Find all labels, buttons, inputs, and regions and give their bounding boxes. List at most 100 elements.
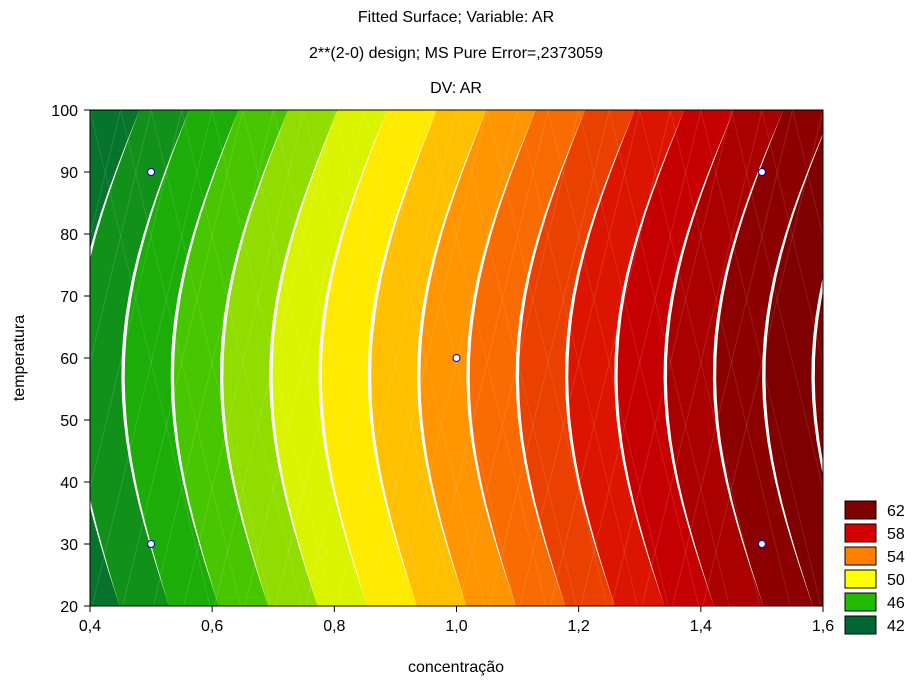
mesh-line bbox=[244, 110, 366, 606]
mesh-line bbox=[90, 110, 122, 239]
mesh-line bbox=[90, 110, 152, 365]
chart-title: Fitted Surface; Variable: AR bbox=[358, 9, 554, 26]
y-tick-label: 60 bbox=[60, 351, 78, 368]
mesh-line bbox=[213, 110, 335, 606]
mesh-line bbox=[669, 110, 791, 606]
x-tick-label: 1,2 bbox=[568, 618, 590, 635]
contour-band bbox=[174, 110, 289, 606]
mesh-line bbox=[181, 110, 303, 606]
legend: 62 58 54 50 46 42 bbox=[844, 500, 905, 635]
y-tick-label: 70 bbox=[60, 289, 78, 306]
mesh-line bbox=[427, 110, 549, 606]
mesh-line bbox=[211, 110, 333, 606]
x-tick-label: 1,4 bbox=[690, 618, 712, 635]
mesh-line bbox=[458, 110, 580, 606]
y-tick-label: 20 bbox=[60, 599, 78, 616]
mesh-line bbox=[364, 110, 486, 606]
mesh-line bbox=[608, 110, 730, 606]
legend-label: 46 bbox=[887, 595, 905, 612]
y-axis-label: temperatura bbox=[11, 315, 28, 401]
design-point bbox=[452, 354, 461, 362]
mesh-line bbox=[730, 110, 823, 491]
x-tick-label: 1,0 bbox=[445, 618, 467, 635]
chart-subtitle-dv: DV: AR bbox=[430, 80, 482, 97]
y-tick-label: 100 bbox=[51, 103, 78, 120]
mesh-line bbox=[519, 110, 641, 606]
design-point bbox=[147, 540, 156, 548]
mesh-line bbox=[610, 110, 732, 606]
contour-band bbox=[469, 110, 586, 606]
x-axis: 0,4 0,6 0,8 1,0 1,2 1,4 1,6 bbox=[79, 606, 834, 635]
contour-band bbox=[765, 134, 823, 606]
legend-swatch bbox=[844, 500, 877, 520]
chart-subtitle: 2**(2-0) design; MS Pure Error=,2373059 bbox=[309, 45, 603, 62]
legend-label: 54 bbox=[887, 549, 905, 566]
y-tick-label: 30 bbox=[60, 537, 78, 554]
contour-band bbox=[716, 110, 823, 606]
mesh-line bbox=[150, 110, 272, 606]
contour-band bbox=[814, 290, 823, 463]
mesh-line bbox=[90, 110, 183, 491]
mesh-line bbox=[90, 110, 211, 606]
mesh-line bbox=[333, 110, 455, 606]
y-axis: 20 30 40 50 60 70 80 90 100 bbox=[51, 103, 90, 616]
mesh-line bbox=[456, 110, 577, 606]
mesh-line bbox=[183, 110, 305, 606]
contour-band bbox=[90, 110, 140, 606]
legend-swatch bbox=[844, 592, 877, 612]
legend-swatch bbox=[844, 523, 877, 543]
mesh-line bbox=[578, 110, 700, 606]
legend-swatch bbox=[844, 615, 877, 635]
contour-bands bbox=[90, 110, 823, 606]
mesh-line bbox=[761, 110, 823, 365]
x-tick-label: 0,6 bbox=[201, 618, 223, 635]
mesh-line bbox=[702, 110, 823, 606]
legend-swatch bbox=[844, 569, 877, 589]
x-tick-label: 0,8 bbox=[323, 618, 345, 635]
y-tick-label: 80 bbox=[60, 227, 78, 244]
mesh-line bbox=[517, 110, 639, 606]
mesh-line bbox=[549, 110, 671, 606]
mesh-line bbox=[272, 110, 394, 606]
legend-label: 62 bbox=[887, 503, 905, 520]
y-tick-label: 90 bbox=[60, 165, 78, 182]
mesh-line bbox=[366, 110, 488, 606]
mesh-line bbox=[700, 110, 822, 606]
x-tick-label: 1,6 bbox=[812, 618, 834, 635]
design-point bbox=[147, 168, 156, 176]
mesh-line bbox=[305, 110, 427, 606]
legend-label: 58 bbox=[887, 526, 905, 543]
legend-label: 42 bbox=[887, 618, 905, 635]
contour-band bbox=[223, 110, 338, 606]
mesh-line bbox=[120, 110, 242, 606]
mesh-line bbox=[791, 110, 823, 239]
mesh-line bbox=[488, 110, 610, 606]
mesh-line bbox=[639, 110, 761, 606]
contour-band bbox=[272, 110, 388, 606]
contour-band bbox=[568, 110, 685, 606]
mesh-line bbox=[336, 110, 457, 606]
y-tick-label: 50 bbox=[60, 413, 78, 430]
contour-band bbox=[519, 110, 635, 606]
y-tick-label: 40 bbox=[60, 475, 78, 492]
mesh-line bbox=[91, 110, 213, 606]
mesh-line bbox=[671, 110, 793, 606]
mesh-line bbox=[547, 110, 669, 606]
mesh-line bbox=[152, 110, 274, 606]
x-tick-label: 0,4 bbox=[79, 618, 101, 635]
legend-swatch bbox=[844, 546, 877, 566]
design-point bbox=[757, 168, 766, 176]
design-point bbox=[757, 540, 766, 548]
contour-band bbox=[321, 110, 437, 606]
mesh-line bbox=[122, 110, 244, 606]
contour-band bbox=[90, 110, 190, 606]
mesh-line bbox=[580, 110, 702, 606]
mesh-line bbox=[274, 110, 396, 606]
contour-band bbox=[617, 110, 734, 606]
mesh-line bbox=[486, 110, 608, 606]
mesh-line bbox=[641, 110, 763, 606]
contour-band bbox=[371, 110, 487, 606]
contour-band bbox=[420, 110, 536, 606]
contour-band bbox=[124, 110, 239, 606]
